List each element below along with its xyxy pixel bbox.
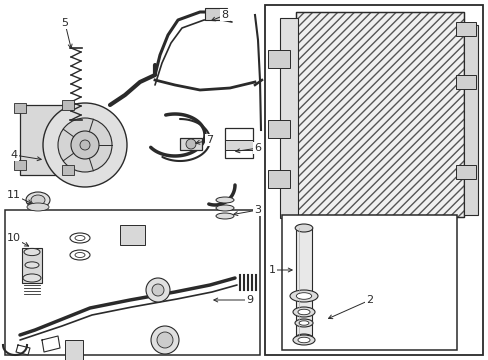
Bar	[295, 12, 463, 217]
Ellipse shape	[75, 252, 85, 257]
Text: 7: 7	[206, 135, 213, 145]
Bar	[455, 22, 475, 36]
Text: 5: 5	[61, 18, 68, 28]
Ellipse shape	[292, 335, 314, 345]
Bar	[267, 170, 289, 188]
Circle shape	[157, 332, 173, 348]
Text: 1: 1	[268, 265, 275, 275]
Ellipse shape	[295, 224, 312, 232]
Bar	[455, 75, 475, 89]
Bar	[224, 128, 252, 158]
Bar	[295, 12, 463, 217]
Bar	[204, 8, 226, 20]
Ellipse shape	[216, 213, 234, 219]
Ellipse shape	[297, 309, 309, 315]
Ellipse shape	[70, 233, 90, 243]
Circle shape	[146, 278, 170, 302]
Text: 2: 2	[366, 295, 373, 305]
Bar	[282, 215, 456, 350]
Bar	[120, 225, 145, 245]
Bar	[14, 160, 26, 170]
Circle shape	[71, 131, 99, 159]
Ellipse shape	[31, 195, 45, 205]
Circle shape	[43, 103, 127, 187]
Bar	[20, 105, 75, 175]
Ellipse shape	[296, 293, 311, 299]
Text: 11: 11	[7, 190, 21, 200]
Bar	[295, 228, 311, 338]
Text: 10: 10	[7, 233, 21, 243]
Ellipse shape	[289, 290, 317, 302]
Bar	[62, 100, 74, 110]
Text: 6: 6	[254, 143, 261, 153]
Bar	[65, 340, 83, 360]
Ellipse shape	[295, 334, 312, 342]
Circle shape	[185, 139, 196, 149]
Ellipse shape	[23, 274, 41, 282]
Bar	[280, 18, 297, 218]
Bar	[224, 140, 252, 150]
Ellipse shape	[70, 250, 90, 260]
Ellipse shape	[26, 192, 50, 208]
Circle shape	[151, 326, 179, 354]
Bar	[22, 248, 42, 283]
Bar	[267, 50, 289, 68]
Bar	[14, 103, 26, 113]
Ellipse shape	[297, 337, 309, 343]
Bar	[180, 138, 202, 150]
Ellipse shape	[299, 321, 308, 325]
Text: 3: 3	[254, 205, 261, 215]
Ellipse shape	[24, 248, 40, 256]
Circle shape	[58, 118, 112, 172]
Text: 9: 9	[246, 295, 253, 305]
Bar	[267, 120, 289, 138]
Bar	[5, 210, 260, 355]
Ellipse shape	[27, 203, 49, 211]
Bar	[62, 165, 74, 175]
Ellipse shape	[25, 262, 39, 268]
Ellipse shape	[294, 319, 312, 327]
Bar	[455, 165, 475, 179]
Text: 8: 8	[221, 10, 228, 20]
Circle shape	[152, 284, 163, 296]
Circle shape	[80, 140, 90, 150]
Bar	[264, 5, 482, 355]
Ellipse shape	[216, 197, 234, 203]
Ellipse shape	[292, 307, 314, 317]
Ellipse shape	[75, 235, 85, 240]
Ellipse shape	[216, 205, 234, 211]
Bar	[463, 25, 477, 215]
Text: 4: 4	[10, 150, 18, 160]
